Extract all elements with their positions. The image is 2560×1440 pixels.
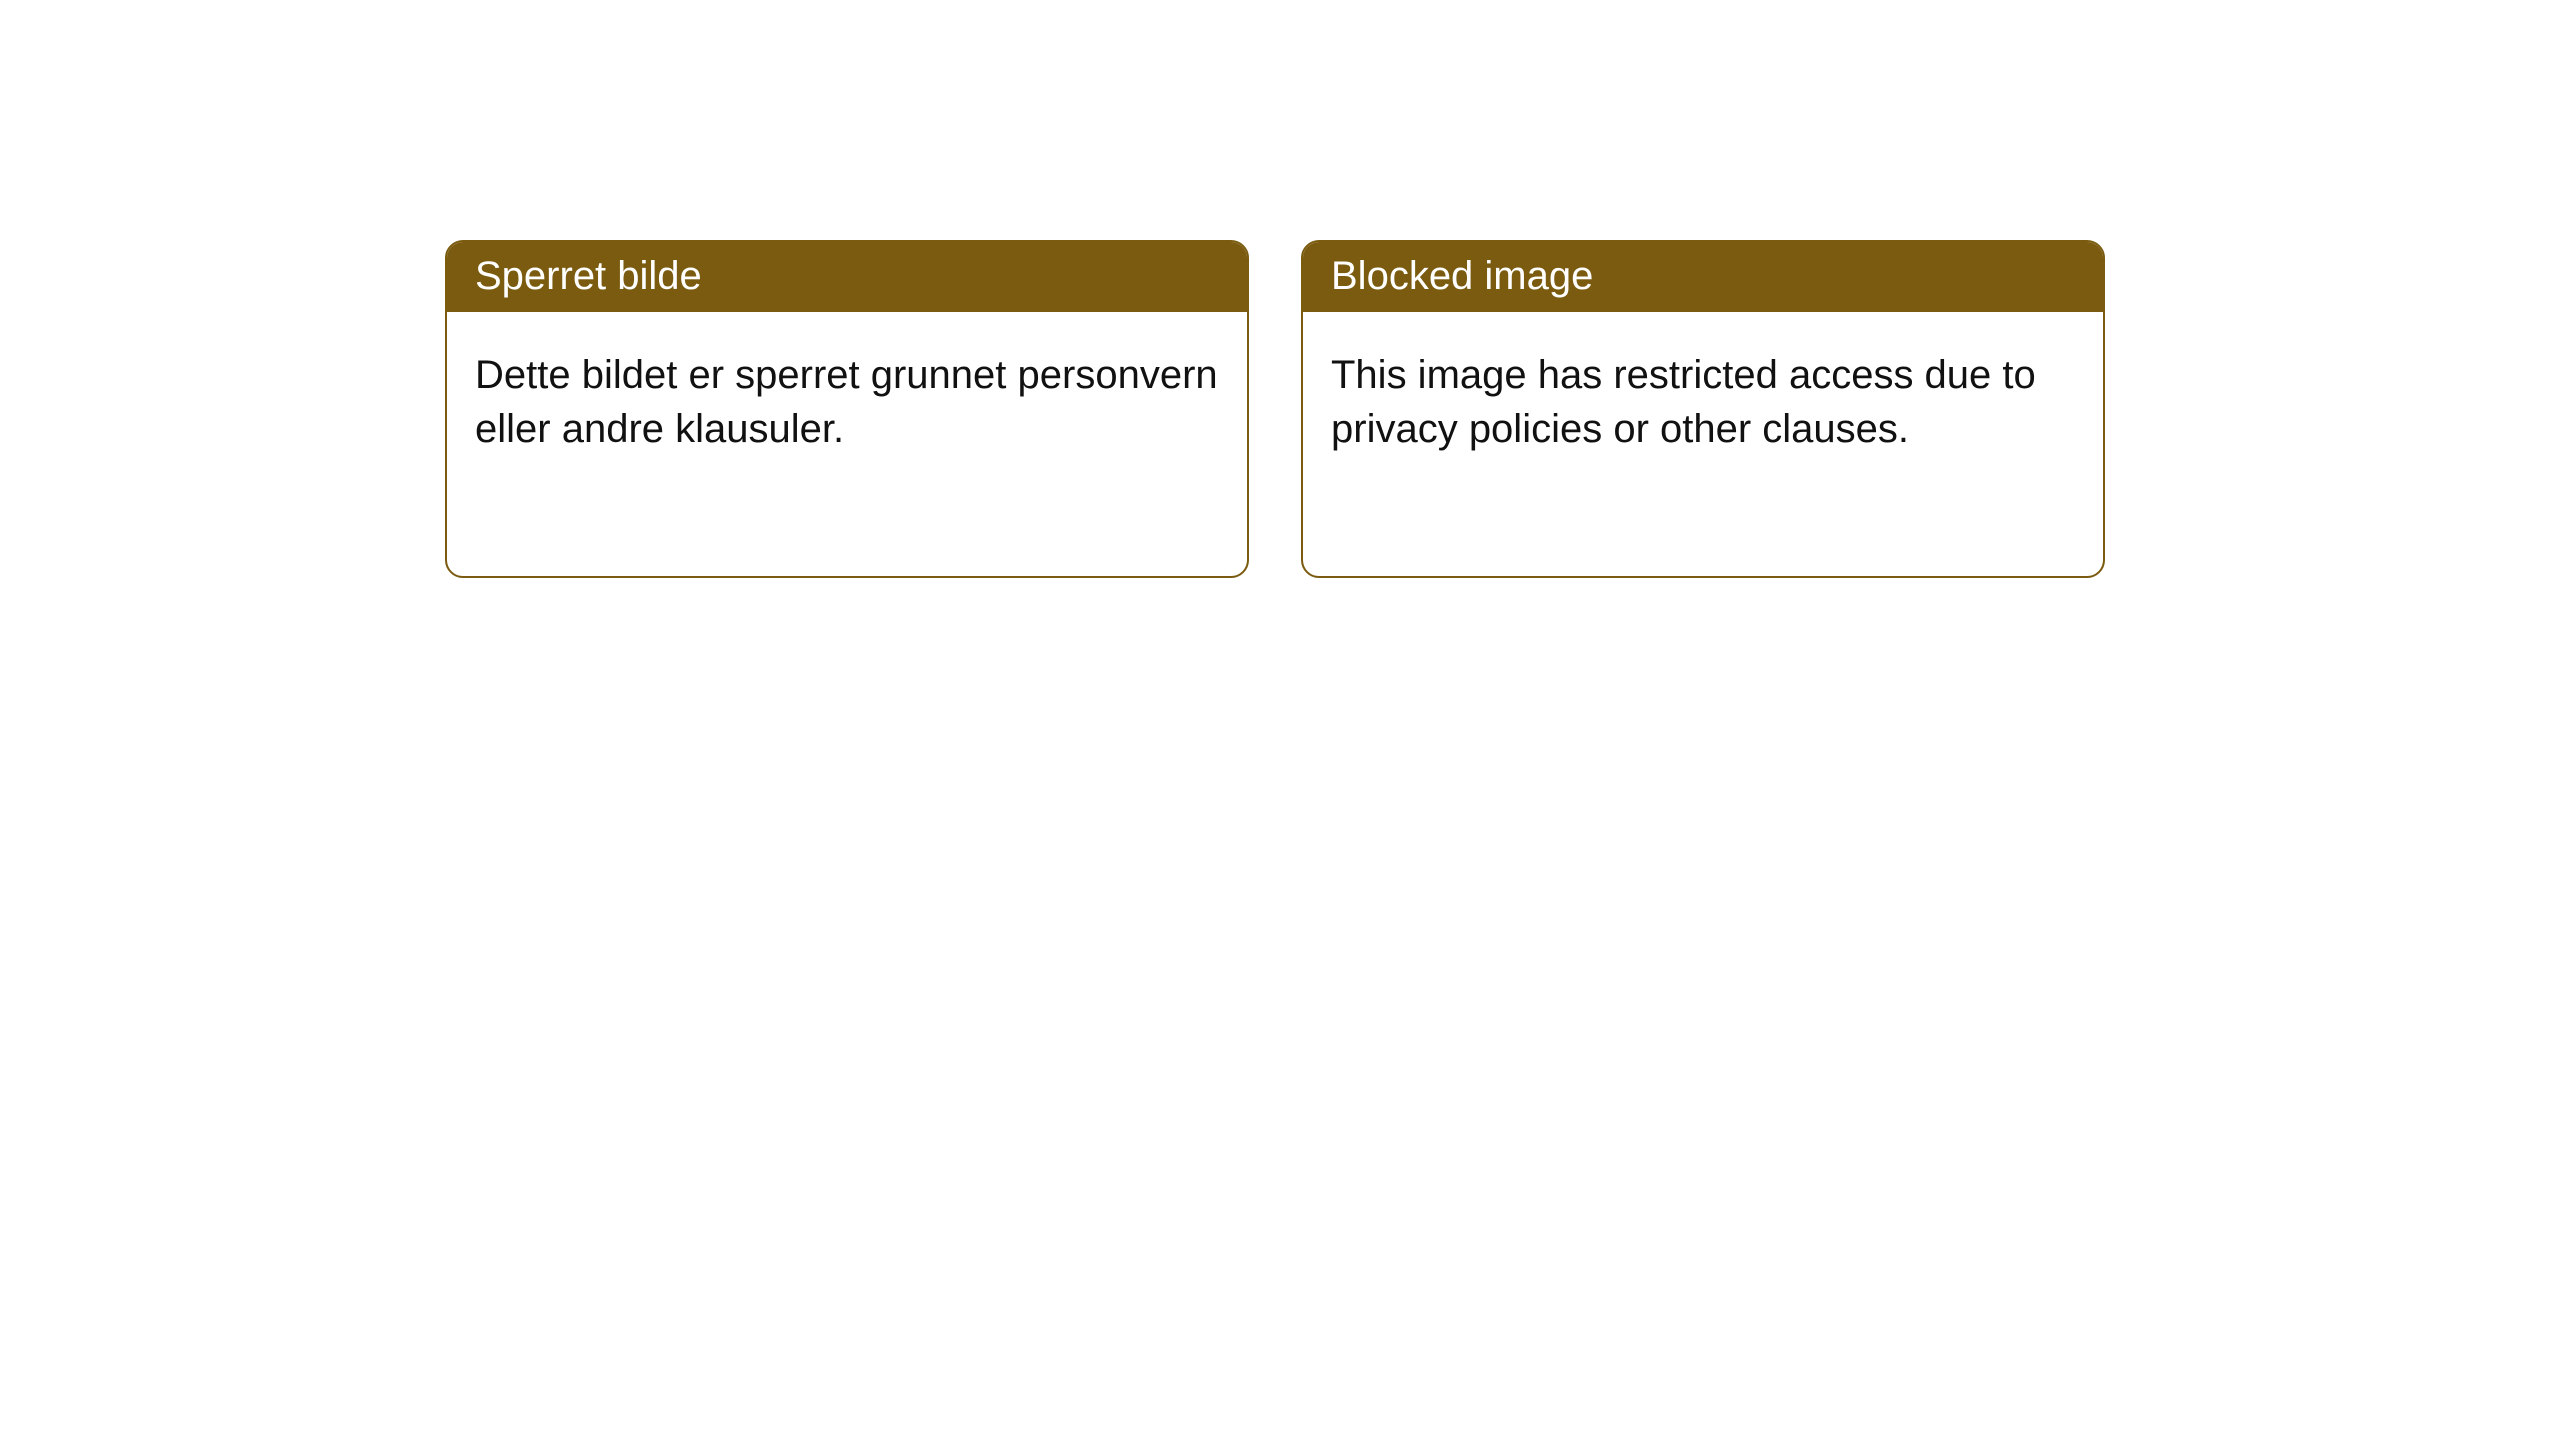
card-body: This image has restricted access due to … bbox=[1303, 312, 2103, 484]
blocked-image-card-no: Sperret bilde Dette bildet er sperret gr… bbox=[445, 240, 1249, 578]
card-header: Sperret bilde bbox=[447, 242, 1247, 312]
blocked-image-card-en: Blocked image This image has restricted … bbox=[1301, 240, 2105, 578]
card-body: Dette bildet er sperret grunnet personve… bbox=[447, 312, 1247, 484]
card-header: Blocked image bbox=[1303, 242, 2103, 312]
notice-container: Sperret bilde Dette bildet er sperret gr… bbox=[0, 0, 2560, 578]
